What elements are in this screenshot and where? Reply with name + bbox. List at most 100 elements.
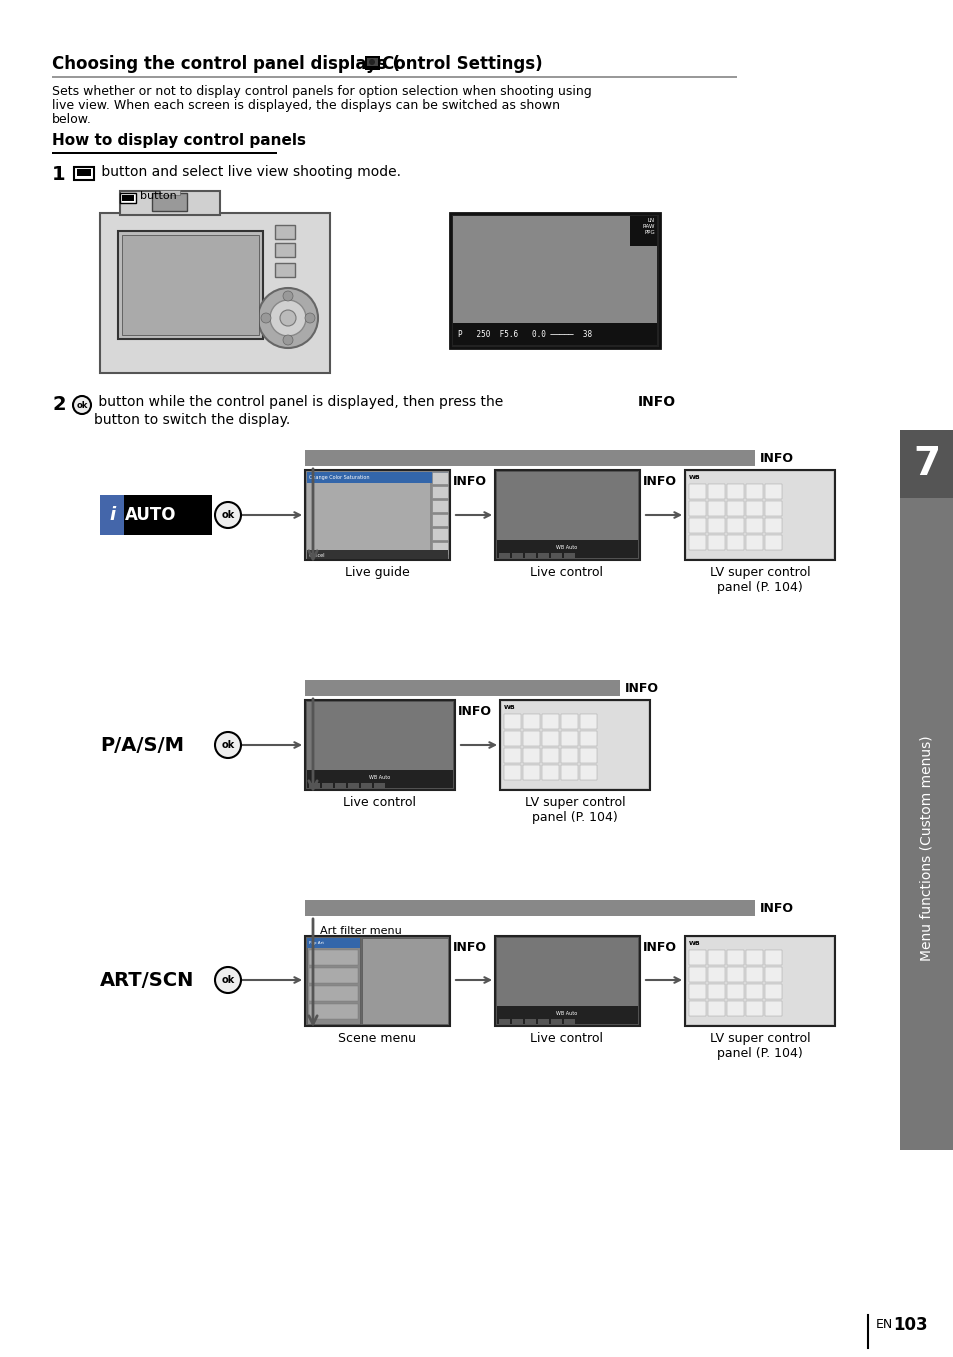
Circle shape [369, 58, 375, 65]
Bar [707, 501, 724, 516]
Bar [707, 968, 724, 982]
Bar [498, 554, 510, 558]
Bar [512, 554, 522, 558]
Bar [899, 430, 953, 498]
Text: AUTO: AUTO [125, 506, 176, 524]
Bar [522, 731, 539, 746]
Bar [309, 968, 357, 982]
Bar [688, 984, 705, 999]
Bar [495, 470, 639, 560]
Bar [726, 518, 743, 533]
Text: Scene menu: Scene menu [337, 1033, 416, 1045]
Bar [563, 1019, 575, 1025]
Text: 103: 103 [892, 1316, 926, 1334]
Bar [503, 748, 520, 763]
Bar [688, 1001, 705, 1016]
Bar [579, 765, 597, 780]
Text: LV super control
panel (P. 104): LV super control panel (P. 104) [709, 566, 809, 594]
Bar [707, 950, 724, 965]
Bar [764, 950, 781, 965]
Bar [524, 554, 536, 558]
Bar [684, 936, 834, 1026]
Text: button and select live view shooting mode.: button and select live view shooting mod… [97, 166, 400, 179]
Bar [524, 1019, 536, 1025]
Bar [745, 484, 762, 499]
Bar [560, 731, 578, 746]
Bar [563, 554, 575, 558]
Bar [432, 486, 448, 498]
Bar [707, 1001, 724, 1016]
Text: Control Settings): Control Settings) [381, 56, 542, 73]
Bar [541, 714, 558, 729]
Bar [74, 167, 94, 180]
Text: 2: 2 [52, 395, 66, 414]
Bar [522, 748, 539, 763]
Bar [100, 213, 330, 373]
Bar [688, 535, 705, 550]
Bar [688, 968, 705, 982]
Bar [629, 216, 657, 246]
Bar [537, 1019, 548, 1025]
Text: live view. When each screen is displayed, the displays can be switched as shown: live view. When each screen is displayed… [52, 99, 559, 113]
Text: WB: WB [503, 706, 516, 710]
Bar [764, 518, 781, 533]
Bar [688, 518, 705, 533]
Bar [309, 950, 357, 965]
Bar [309, 1004, 357, 1019]
Bar [450, 213, 659, 347]
Bar [307, 472, 448, 483]
Circle shape [214, 968, 241, 993]
Text: WB Auto: WB Auto [556, 1011, 577, 1015]
Bar [453, 216, 657, 323]
Bar [688, 501, 705, 516]
Text: INFO: INFO [453, 940, 486, 954]
Bar [498, 1019, 510, 1025]
Bar [764, 968, 781, 982]
Bar [307, 938, 359, 949]
Bar [100, 495, 212, 535]
Text: INFO: INFO [760, 452, 793, 465]
Bar [432, 472, 448, 484]
Text: INFO: INFO [457, 706, 492, 718]
Bar [160, 190, 180, 195]
Text: button: button [140, 191, 176, 201]
Text: 7: 7 [912, 445, 940, 483]
Text: i: i [109, 506, 115, 524]
Circle shape [214, 502, 241, 528]
Bar [726, 984, 743, 999]
Text: INFO: INFO [642, 940, 677, 954]
Text: WB Auto: WB Auto [369, 775, 390, 779]
Bar [726, 1001, 743, 1016]
Bar [307, 483, 430, 558]
Text: WB: WB [688, 940, 700, 946]
Bar [309, 783, 319, 788]
Bar [503, 765, 520, 780]
Bar [497, 938, 638, 1006]
Text: INFO: INFO [624, 683, 659, 695]
Bar [305, 680, 619, 696]
Bar [274, 263, 294, 277]
Text: ok: ok [221, 510, 234, 520]
Bar [579, 748, 597, 763]
Bar [152, 193, 187, 210]
Bar [707, 484, 724, 499]
Bar [100, 495, 124, 535]
Text: Change Color Saturation: Change Color Saturation [309, 475, 369, 480]
Text: Live guide: Live guide [344, 566, 409, 579]
Text: P/A/S/M: P/A/S/M [100, 735, 184, 754]
Bar [560, 765, 578, 780]
Text: WB: WB [688, 475, 700, 480]
Bar [745, 535, 762, 550]
Circle shape [283, 335, 293, 345]
Bar [764, 535, 781, 550]
Bar [120, 191, 220, 214]
Bar [707, 518, 724, 533]
Text: EN: EN [875, 1318, 892, 1331]
Bar [307, 938, 359, 1025]
Bar [122, 235, 258, 335]
Text: LV super control
panel (P. 104): LV super control panel (P. 104) [709, 1033, 809, 1060]
Bar [764, 501, 781, 516]
Text: Choosing the control panel displays (: Choosing the control panel displays ( [52, 56, 399, 73]
Bar [541, 731, 558, 746]
Bar [579, 714, 597, 729]
